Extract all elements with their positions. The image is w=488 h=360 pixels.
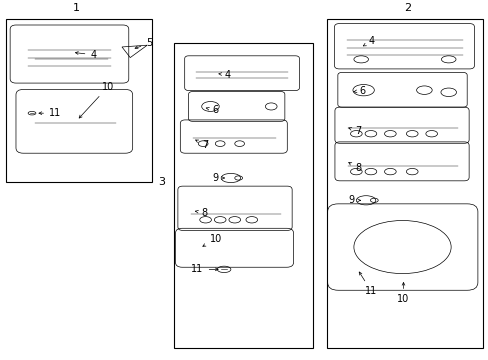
Text: 2: 2 [403,3,410,13]
Text: 8: 8 [348,162,361,174]
Text: 6: 6 [353,86,365,95]
Text: 7: 7 [348,126,361,136]
Text: 10: 10 [397,283,409,304]
Text: 10: 10 [79,82,114,118]
Text: 1: 1 [73,3,80,13]
Text: 9: 9 [212,173,224,183]
Text: 11: 11 [39,108,61,118]
Text: 8: 8 [195,208,207,218]
Text: 4: 4 [75,50,96,60]
Text: 11: 11 [359,272,377,296]
Text: 11: 11 [191,264,218,274]
Text: 6: 6 [206,105,218,115]
Text: 9: 9 [347,195,360,205]
Text: 4: 4 [363,36,374,46]
Text: 5: 5 [135,39,152,49]
Text: 4: 4 [219,69,231,80]
Text: 10: 10 [203,234,221,246]
Text: 7: 7 [195,140,208,150]
Text: 3: 3 [158,176,165,186]
